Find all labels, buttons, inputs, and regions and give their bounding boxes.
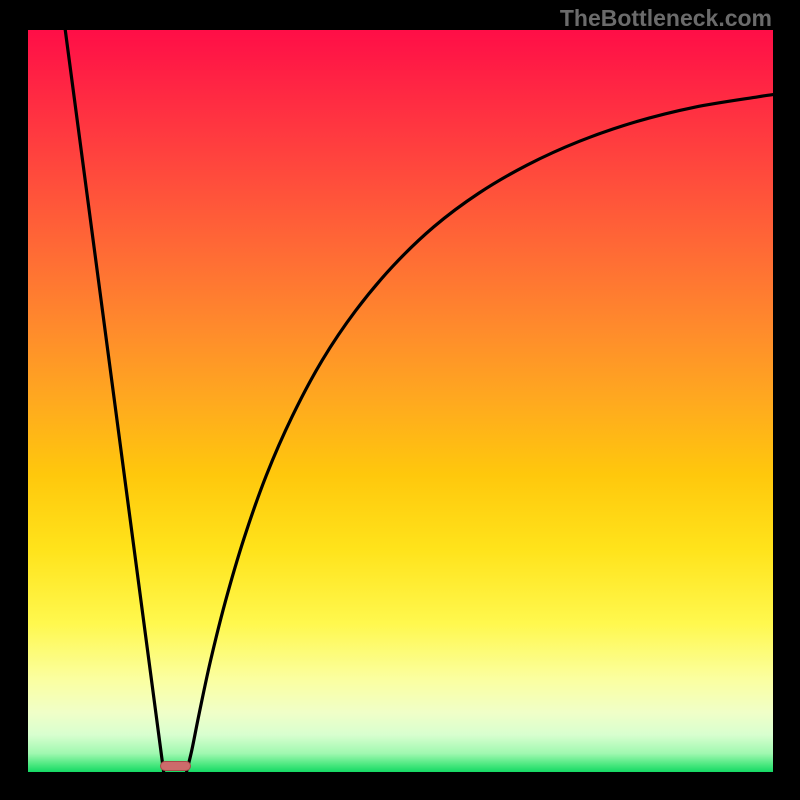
curve-right: [187, 95, 773, 772]
watermark-text: TheBottleneck.com: [560, 5, 772, 32]
curve-svg: [28, 30, 773, 772]
plot-area: [28, 30, 773, 772]
chart-container: TheBottleneck.com: [0, 0, 800, 800]
bottom-marker: [160, 761, 191, 771]
curve-left: [65, 30, 163, 771]
